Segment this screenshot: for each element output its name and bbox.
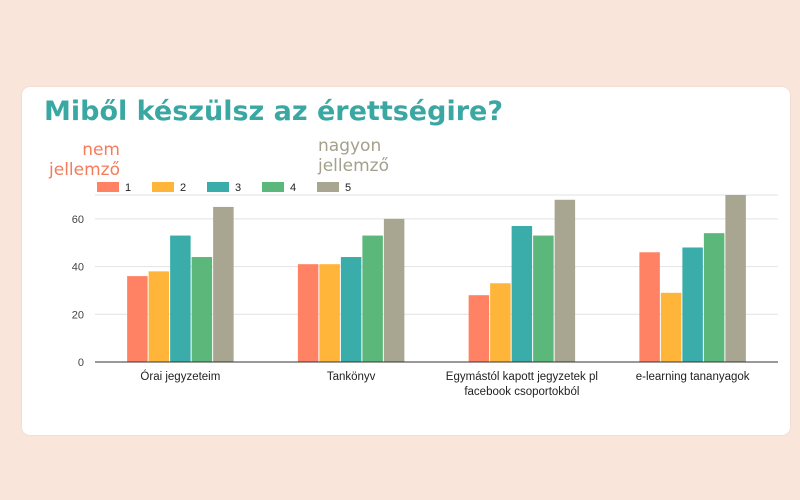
page-title: Miből készülsz az érettségire? [44, 96, 503, 127]
bar [533, 235, 554, 362]
bar [362, 235, 383, 362]
legend-label: 1 [125, 182, 131, 194]
scale-low-note-line: jellemző [49, 160, 120, 180]
bar [383, 218, 405, 362]
legend-label: 4 [290, 182, 296, 194]
bar [490, 283, 511, 362]
scale-low-note: nem jellemző [42, 140, 120, 180]
legend-swatch [97, 182, 119, 192]
y-tick-label: 20 [72, 309, 84, 321]
y-tick-label: 0 [78, 357, 84, 369]
legend-swatch [262, 182, 284, 192]
bar [191, 257, 213, 362]
scale-low-note-line: nem [82, 140, 120, 160]
scale-high-note-line: nagyon [318, 136, 382, 156]
x-tick-label: Egymástól kapott jegyzetek pl [446, 371, 598, 383]
bar [682, 247, 703, 362]
bar [127, 276, 148, 362]
x-tick-label: Órai jegyzeteim [140, 370, 220, 383]
bar [639, 252, 660, 362]
bar [213, 206, 234, 362]
legend-label: 5 [345, 182, 351, 194]
legend-swatch [152, 182, 174, 192]
bar [660, 292, 682, 362]
bar [725, 195, 746, 362]
bar [468, 295, 490, 362]
legend-swatch [207, 182, 229, 192]
bar [511, 226, 533, 362]
x-tick-label: Tankönyv [327, 371, 376, 383]
legend-label: 2 [180, 182, 186, 194]
bar [170, 235, 191, 362]
bar [703, 233, 725, 362]
bar [340, 257, 362, 362]
chart-card [22, 87, 790, 435]
legend-swatch [317, 182, 339, 192]
bar [319, 264, 340, 362]
bar [148, 271, 170, 362]
legend-label: 3 [235, 182, 241, 194]
scale-high-note-line: jellemző [318, 156, 389, 176]
bar [554, 199, 576, 362]
y-tick-label: 60 [72, 214, 84, 226]
x-tick-label: facebook csoportokból [464, 386, 579, 398]
x-tick-label: e-learning tananyagok [636, 371, 750, 383]
scale-high-note: nagyon jellemző [318, 136, 389, 176]
bar [297, 264, 319, 362]
y-tick-label: 40 [72, 262, 84, 274]
